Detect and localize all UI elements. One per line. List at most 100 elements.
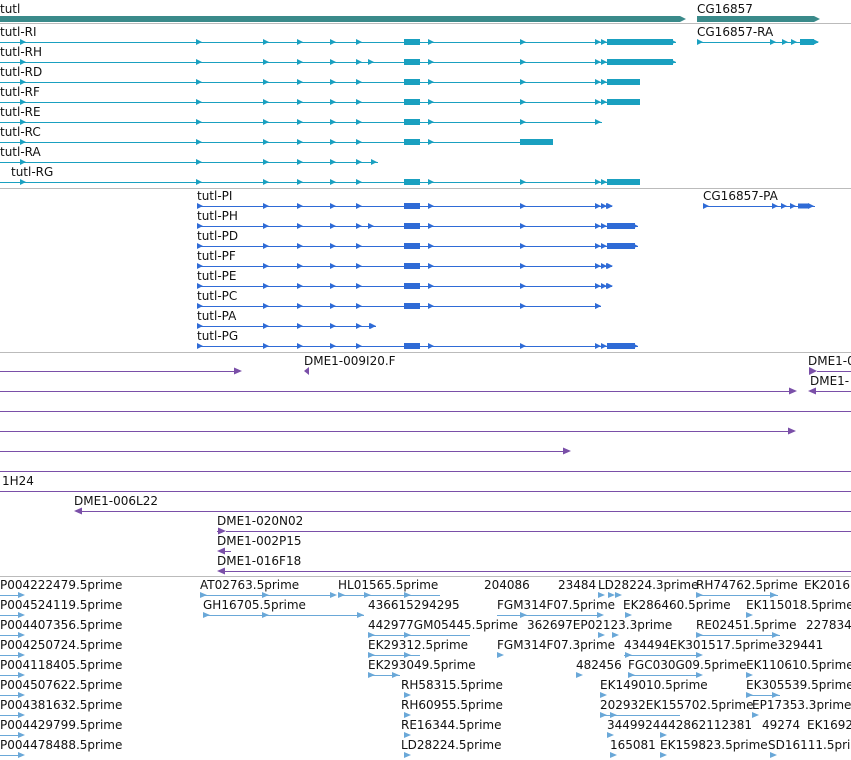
est-row[interactable]: 442977GM05445.5prime [368, 618, 518, 638]
exon-block[interactable] [607, 39, 673, 45]
est-row[interactable]: RE02451.5prime [696, 618, 797, 638]
exon-block[interactable] [404, 79, 420, 85]
est-row[interactable]: EK1692 [807, 718, 851, 732]
est-row[interactable]: EK115018.5prime [746, 598, 851, 618]
est-row[interactable]: P004250724.5prime [0, 638, 122, 658]
exon-block[interactable] [607, 99, 640, 105]
clone-row[interactable] [0, 427, 796, 435]
est-row[interactable]: P004381632.5prime [0, 698, 122, 718]
exon-block[interactable] [404, 263, 420, 269]
exon-block[interactable] [404, 283, 420, 289]
clone-row[interactable]: DME1- [808, 374, 851, 395]
exon-block[interactable] [404, 179, 420, 185]
protein-row[interactable]: tutl-PC [197, 289, 601, 309]
est-row[interactable]: EK286460.5prime [623, 598, 731, 618]
exon-block[interactable] [520, 139, 553, 145]
gene-feature[interactable] [0, 16, 680, 22]
est-row[interactable]: P004478488.5prime [0, 738, 122, 758]
clone-row[interactable]: DME1-0 [808, 354, 851, 375]
exon-block[interactable] [798, 203, 808, 209]
est-row[interactable]: FGC030G09.5prime [628, 658, 746, 678]
exon-block[interactable] [404, 303, 420, 309]
transcript-row[interactable]: tutl-RA [0, 145, 378, 165]
protein-row[interactable]: tutl-PE [197, 269, 613, 289]
protein-row[interactable]: tutl-PF [197, 249, 613, 269]
exon-block[interactable] [404, 59, 420, 65]
clone-row[interactable]: DME1-016F18 [217, 554, 851, 575]
protein-row[interactable]: tutl-PD [197, 229, 638, 249]
transcript-row[interactable]: tutl-RI [0, 25, 676, 45]
exon-block[interactable] [607, 243, 635, 249]
exon-block[interactable] [800, 39, 814, 45]
est-row[interactable]: 204086 [484, 578, 530, 592]
est-row[interactable]: 3449924442862112381 [607, 718, 752, 738]
transcript-row[interactable]: tutl-RD [0, 65, 640, 85]
est-row[interactable]: 362697EP02123.3prime [527, 618, 672, 638]
clone-row[interactable]: DME1-020N02 [217, 514, 851, 535]
est-row[interactable]: 482456 [576, 658, 622, 678]
exon-block[interactable] [404, 39, 420, 45]
clone-row[interactable] [0, 387, 797, 395]
transcript-row[interactable]: tutl-RC [0, 125, 553, 145]
exon-block[interactable] [404, 223, 420, 229]
transcript-row[interactable]: tutl-RE [0, 105, 602, 125]
exon-block[interactable] [607, 59, 673, 65]
est-row[interactable]: 434494EK301517.5prime329441 [624, 638, 823, 658]
clone-row[interactable]: DME1-002P15 [217, 534, 302, 555]
est-row[interactable]: 436615294295 [368, 598, 460, 612]
est-row[interactable]: P004222479.5prime [0, 578, 122, 598]
est-row[interactable]: 49274 [762, 718, 800, 732]
gene-feature[interactable] [697, 16, 814, 22]
exon-block[interactable] [404, 119, 420, 125]
exon-block[interactable] [404, 243, 420, 249]
transcript-row[interactable]: tutl-RG [0, 165, 640, 185]
exon-block[interactable] [404, 139, 420, 145]
est-row[interactable]: EK110610.5prime [746, 658, 851, 678]
clone-row[interactable]: DME1-009I20.F [304, 354, 396, 375]
exon-block[interactable] [607, 223, 635, 229]
est-row[interactable]: FGM314F07.3prime [497, 638, 615, 658]
est-row[interactable]: AT02763.5prime [200, 578, 337, 598]
exon-block[interactable] [404, 203, 420, 209]
est-row[interactable]: LD28224.5prime [401, 738, 502, 758]
transcript-row[interactable]: CG16857-RA [697, 25, 819, 45]
exon-block[interactable] [404, 99, 420, 105]
clone-row[interactable]: DME1-006L22 [74, 494, 851, 515]
est-row[interactable]: RH74762.5prime [696, 578, 798, 598]
est-row[interactable]: P004429799.5prime [0, 718, 122, 738]
est-row[interactable]: 202932EK155702.5prime [600, 698, 753, 718]
est-row[interactable]: EK159823.5prime [660, 738, 768, 758]
exon-block[interactable] [607, 179, 640, 185]
est-row[interactable]: EK2016 [804, 578, 850, 592]
protein-row[interactable]: tutl-PA [197, 309, 376, 329]
transcript-row[interactable]: tutl-RH [0, 45, 676, 65]
est-row[interactable]: RH60955.5prime [401, 698, 503, 718]
est-row[interactable]: SD16111.5prime [768, 738, 851, 758]
est-row[interactable]: 227834 [806, 618, 851, 632]
est-row[interactable]: EK149010.5prime [600, 678, 708, 698]
exon-block[interactable] [607, 79, 640, 85]
est-row[interactable]: 23484 [558, 578, 605, 598]
est-row[interactable]: EK293049.5prime [368, 658, 476, 678]
est-row[interactable]: RH58315.5prime [401, 678, 503, 698]
exon-block[interactable] [607, 343, 635, 349]
est-row[interactable]: P004118405.5prime [0, 658, 122, 678]
est-row[interactable]: EK305539.5prime [746, 678, 851, 698]
clone-row[interactable] [0, 447, 571, 455]
est-row[interactable]: P004524119.5prime [0, 598, 122, 618]
exon-block[interactable] [404, 343, 420, 349]
transcript-row[interactable]: tutl-RF [0, 85, 640, 105]
protein-row[interactable]: tutl-PI [197, 189, 613, 209]
est-row[interactable]: P004407356.5prime [0, 618, 122, 638]
protein-row[interactable]: tutl-PH [197, 209, 638, 229]
est-row[interactable]: HL01565.5prime [338, 578, 440, 598]
est-row[interactable]: GH16705.5prime [203, 598, 364, 618]
est-row[interactable]: 165081 [610, 738, 656, 758]
est-row[interactable]: FGM314F07.5prime [497, 598, 615, 618]
protein-row[interactable]: CG16857-PA [703, 189, 815, 209]
est-row[interactable]: P004507622.5prime [0, 678, 122, 698]
clone-row[interactable] [0, 367, 242, 375]
est-row[interactable]: EP17353.3prime [752, 698, 851, 718]
protein-row[interactable]: tutl-PG [197, 329, 638, 349]
est-row[interactable]: EK29312.5prime [368, 638, 468, 658]
